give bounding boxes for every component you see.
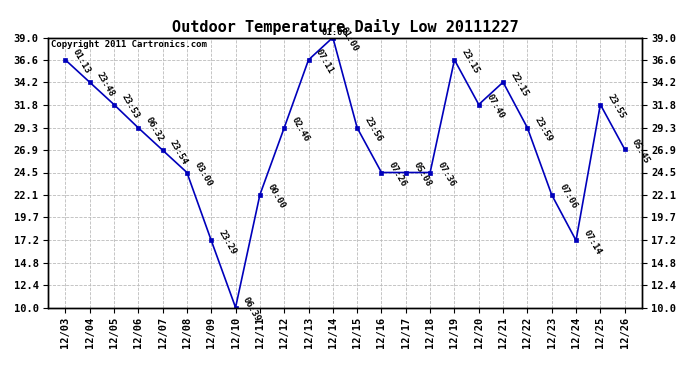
- Text: 23:48: 23:48: [95, 70, 117, 98]
- Text: 23:55: 23:55: [606, 93, 627, 120]
- Text: 23:59: 23:59: [533, 116, 554, 144]
- Text: 05:08: 05:08: [411, 160, 433, 188]
- Text: 01:00: 01:00: [322, 28, 348, 37]
- Text: 06:32: 06:32: [144, 116, 165, 144]
- Text: 07:36: 07:36: [435, 160, 457, 188]
- Text: 07:14: 07:14: [582, 229, 603, 256]
- Text: 07:26: 07:26: [387, 160, 408, 188]
- Text: 07:40: 07:40: [484, 93, 506, 120]
- Text: 01:00: 01:00: [338, 26, 359, 53]
- Text: 07:11: 07:11: [314, 48, 335, 76]
- Text: 23:29: 23:29: [217, 229, 238, 256]
- Text: 23:15: 23:15: [460, 48, 481, 76]
- Text: Copyright 2011 Cartronics.com: Copyright 2011 Cartronics.com: [51, 40, 207, 49]
- Text: 07:06: 07:06: [558, 183, 578, 211]
- Text: 23:53: 23:53: [119, 93, 141, 120]
- Text: 00:00: 00:00: [266, 183, 286, 211]
- Text: 01:13: 01:13: [71, 48, 92, 76]
- Text: 23:54: 23:54: [168, 138, 189, 166]
- Text: 23:56: 23:56: [363, 116, 384, 144]
- Text: 05:45: 05:45: [630, 137, 651, 165]
- Text: 02:46: 02:46: [290, 116, 311, 144]
- Title: Outdoor Temperature Daily Low 20111227: Outdoor Temperature Daily Low 20111227: [172, 19, 518, 35]
- Text: 03:00: 03:00: [193, 160, 214, 188]
- Text: 22:15: 22:15: [509, 70, 530, 98]
- Text: 06:39: 06:39: [241, 296, 262, 323]
